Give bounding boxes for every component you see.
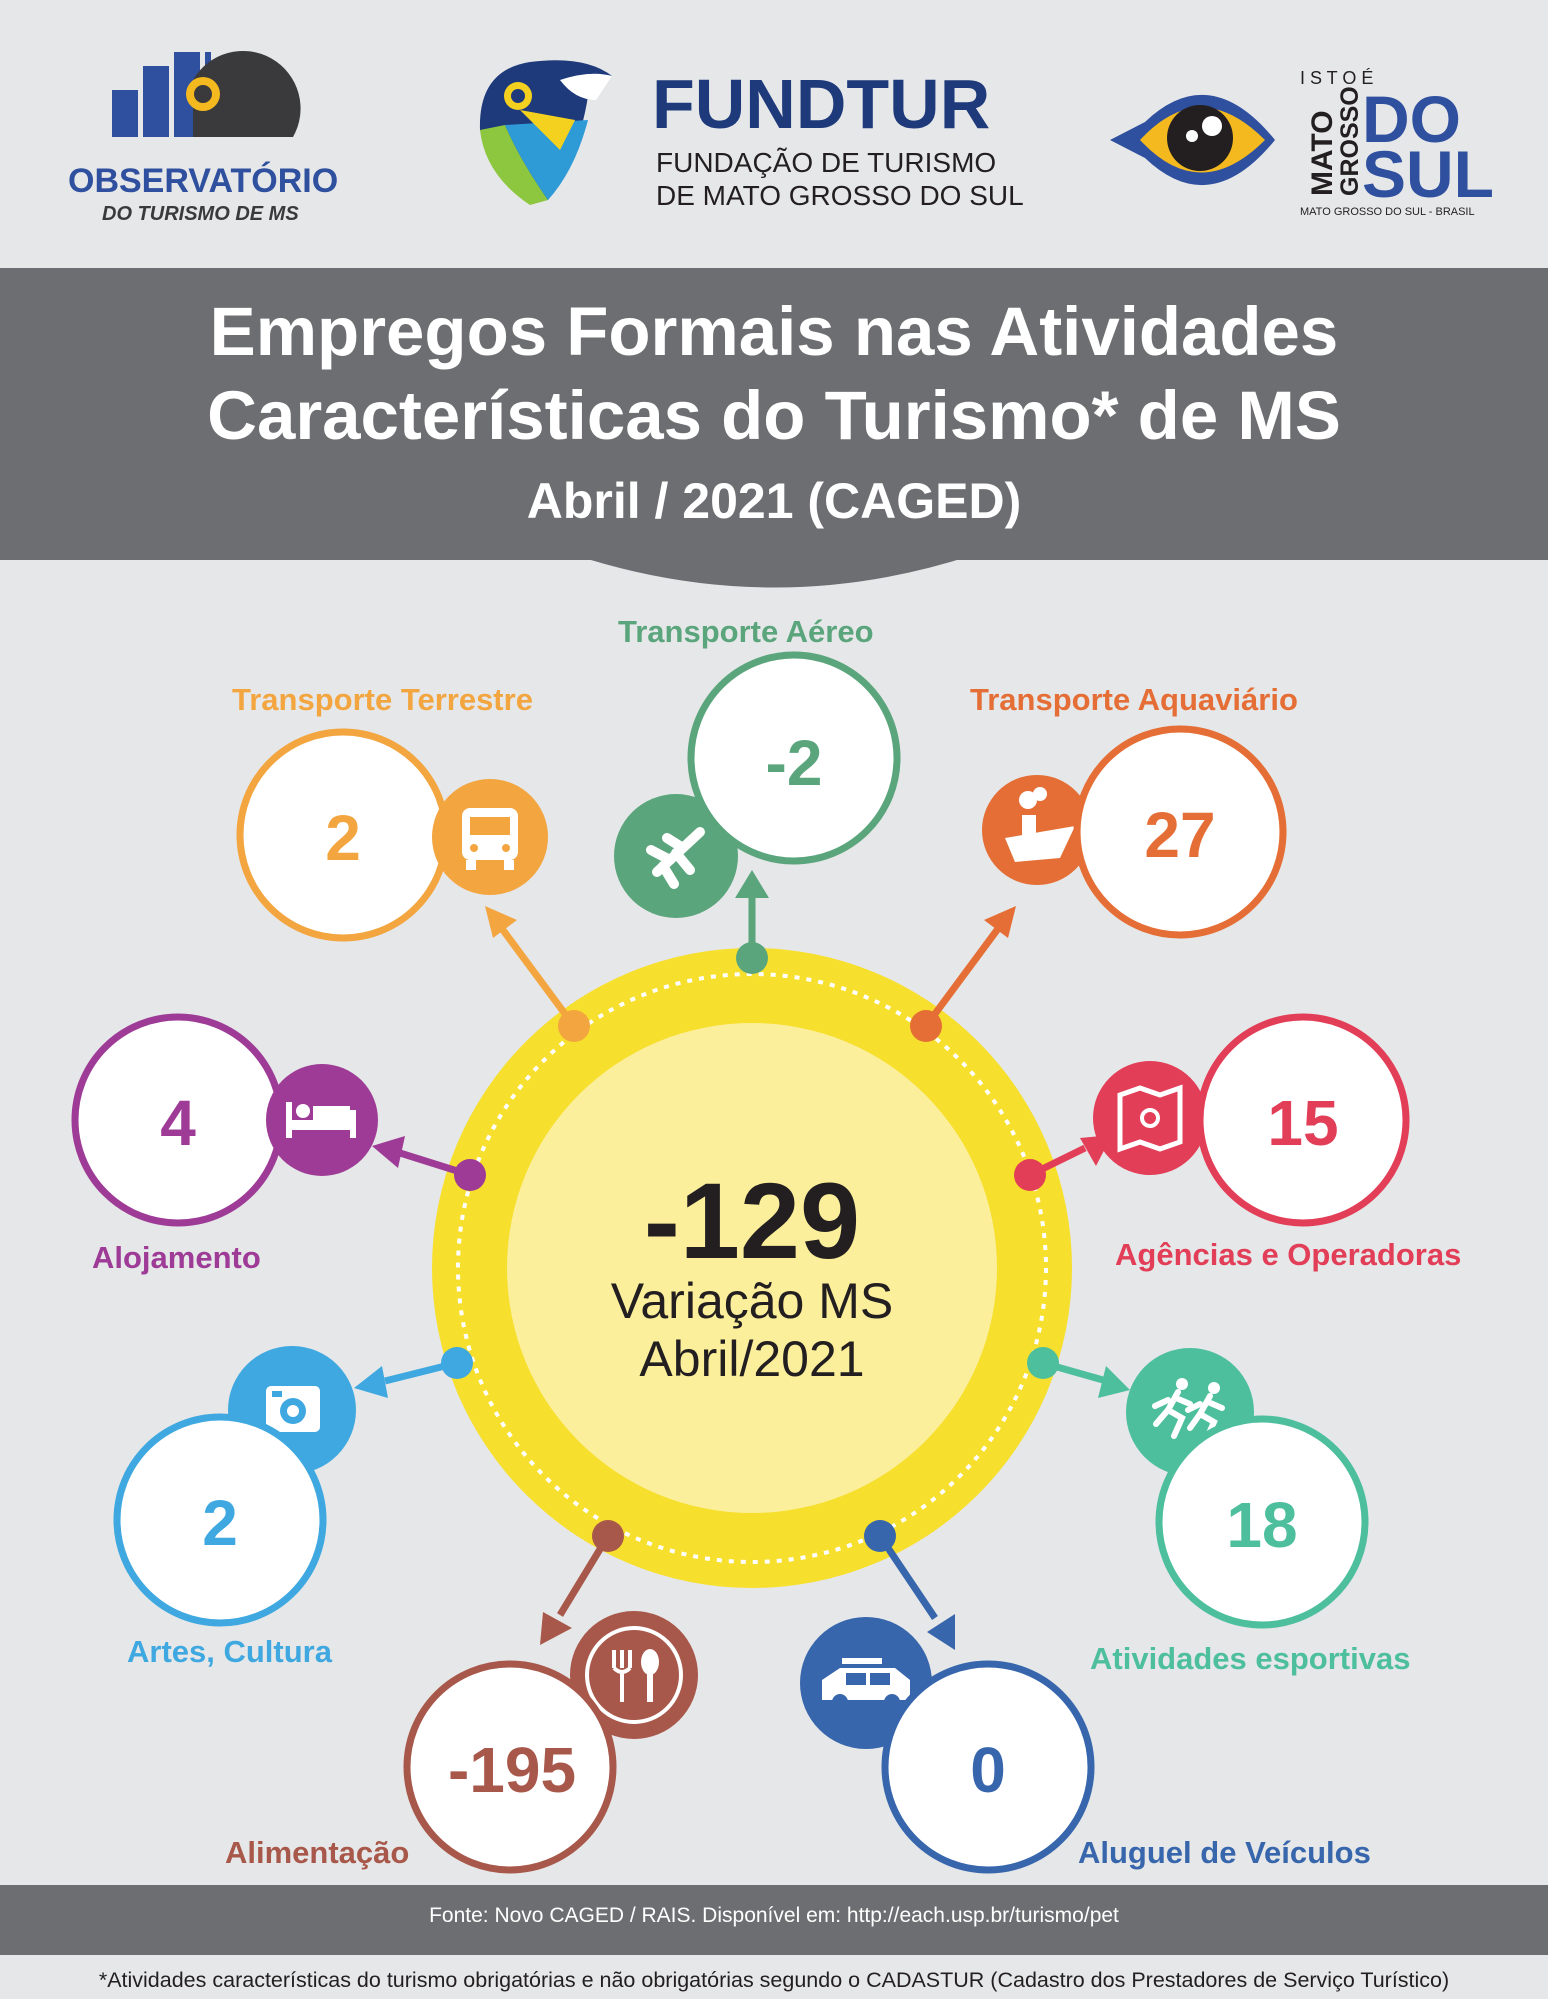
title-band: [0, 268, 1548, 560]
value-veiculos: 0: [970, 1734, 1006, 1806]
value-aereo: -2: [766, 727, 823, 799]
ship-icon: [982, 775, 1092, 885]
label-agencias: Agências e Operadoras: [1115, 1237, 1462, 1272]
label-esportivas: Atividades esportivas: [1090, 1641, 1411, 1676]
page-title-line1: Empregos Formais nas Atividades: [209, 293, 1339, 370]
svg-text:FUNDTUR: FUNDTUR: [652, 65, 990, 143]
map-icon: [1093, 1061, 1207, 1175]
category-agencias: [1014, 1013, 1410, 1227]
central-hub: [432, 948, 1072, 1588]
fundtur-logo: FUNDTUR FUNDAÇÃO DE TURISMO DE MATO GROS…: [479, 60, 1024, 211]
footnote-text: *Atividades características do turismo o…: [98, 1968, 1450, 1992]
value-alimentacao: -195: [448, 1734, 576, 1806]
logo-header: OBSERVATÓRIO DO TURISMO DE MS FUNDTUR FU…: [0, 0, 1548, 268]
diagram-svg: 2 -2 27 4 15 2 18 -195 0 -129 Variação M…: [71, 651, 1410, 1874]
page-subtitle: Abril / 2021 (CAGED): [526, 473, 1022, 529]
category-terrestre: [236, 728, 590, 1042]
svg-text:DE MATO GROSSO DO SUL: DE MATO GROSSO DO SUL: [656, 180, 1024, 211]
logos-svg: OBSERVATÓRIO DO TURISMO DE MS FUNDTUR FU…: [68, 50, 1494, 225]
value-terrestre: 2: [325, 802, 361, 874]
bed-icon: [266, 1064, 378, 1176]
value-esportivas: 18: [1226, 1489, 1297, 1561]
label-alojamento: Alojamento: [92, 1240, 261, 1275]
svg-text:SUL: SUL: [1362, 137, 1494, 211]
airplane-icon: [614, 794, 738, 918]
footer-band: [0, 1885, 1548, 1955]
svg-text:FUNDAÇÃO DE TURISMO: FUNDAÇÃO DE TURISMO: [656, 147, 996, 178]
svg-text:DO TURISMO DE MS: DO TURISMO DE MS: [102, 203, 299, 225]
ms-brand-logo: I S T O É MATO GROSSO DO SUL MATO GROSSO…: [1110, 68, 1494, 218]
svg-text:DO: DO: [1362, 82, 1461, 156]
center-label-line1: Variação MS: [611, 1273, 894, 1329]
category-aquaviario: [910, 725, 1287, 1042]
bus-icon: [432, 779, 548, 895]
category-veiculos: [800, 1520, 1095, 1874]
value-alojamento: 4: [160, 1087, 196, 1159]
category-alimentacao: [403, 1520, 698, 1874]
label-artes: Artes, Cultura: [127, 1634, 332, 1669]
label-aquaviario: Transporte Aquaviário: [970, 682, 1298, 717]
fork-spoon-icon: [570, 1611, 698, 1739]
page-title-line2: Características do Turismo* de MS: [207, 377, 1341, 454]
label-terrestre: Transporte Terrestre: [232, 682, 533, 717]
label-aereo: Transporte Aéreo: [618, 614, 874, 649]
value-artes: 2: [202, 1487, 238, 1559]
category-artes: [113, 1346, 473, 1627]
center-label-line2: Abril/2021: [639, 1331, 864, 1387]
title-band-notch: [575, 555, 973, 588]
value-aquaviario: 27: [1144, 799, 1215, 871]
value-agencias: 15: [1267, 1087, 1338, 1159]
svg-text:OBSERVATÓRIO: OBSERVATÓRIO: [68, 162, 338, 200]
svg-text:GROSSO: GROSSO: [1336, 86, 1364, 196]
center-value: -129: [644, 1160, 860, 1281]
category-alojamento: [71, 1013, 486, 1227]
category-esportivas: [1027, 1347, 1369, 1629]
svg-text:MATO GROSSO DO SUL - BRASIL: MATO GROSSO DO SUL - BRASIL: [1300, 206, 1475, 218]
label-veiculos: Aluguel de Veículos: [1078, 1835, 1371, 1870]
svg-text:MATO: MATO: [1306, 110, 1339, 196]
source-text: Fonte: Novo CAGED / RAIS. Disponível em:…: [429, 1904, 1119, 1927]
label-alimentacao: Alimentação: [225, 1835, 410, 1870]
category-aereo: [614, 651, 901, 974]
svg-text:I S T O É: I S T O É: [1300, 68, 1373, 88]
observatorio-logo: OBSERVATÓRIO DO TURISMO DE MS: [68, 50, 338, 225]
